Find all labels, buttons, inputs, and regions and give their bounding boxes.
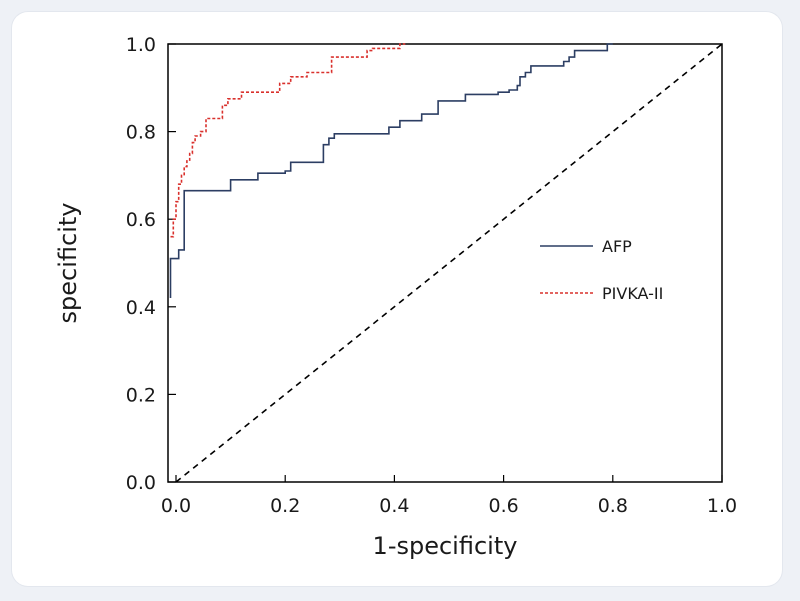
y-tick-label: 0.4 [126, 297, 156, 319]
y-tick-label: 0.6 [126, 209, 156, 231]
x-axis-ticks: 0.0 0.2 0.4 0.6 0.8 1.0 [161, 475, 737, 517]
reference-diagonal-line [175, 43, 723, 483]
y-axis-ticks: 0.0 0.2 0.4 0.6 0.8 1.0 [126, 34, 176, 494]
series-line-afp [169, 43, 613, 298]
series-lines [169, 43, 613, 298]
legend-label: AFP [602, 237, 632, 256]
x-tick-label: 0.8 [598, 495, 628, 517]
y-tick-label: 0.8 [126, 122, 156, 144]
x-axis-title: 1-specificity [373, 532, 518, 560]
x-tick-label: 0.6 [488, 495, 518, 517]
x-tick-label: 1.0 [707, 495, 737, 517]
chart-card [12, 12, 782, 586]
plot-frame [167, 43, 723, 483]
series-line-pivka-ii [170, 43, 406, 238]
y-tick-label: 0.2 [126, 384, 156, 406]
x-tick-label: 0.0 [161, 495, 191, 517]
y-axis-title: specificity [54, 203, 82, 324]
legend-label: PIVKA-II [602, 284, 663, 303]
x-tick-label: 0.4 [379, 495, 409, 517]
y-tick-label: 0.0 [126, 472, 156, 494]
legend: AFP PIVKA-II [540, 237, 663, 303]
y-tick-label: 1.0 [126, 34, 156, 56]
x-tick-label: 0.2 [270, 495, 300, 517]
